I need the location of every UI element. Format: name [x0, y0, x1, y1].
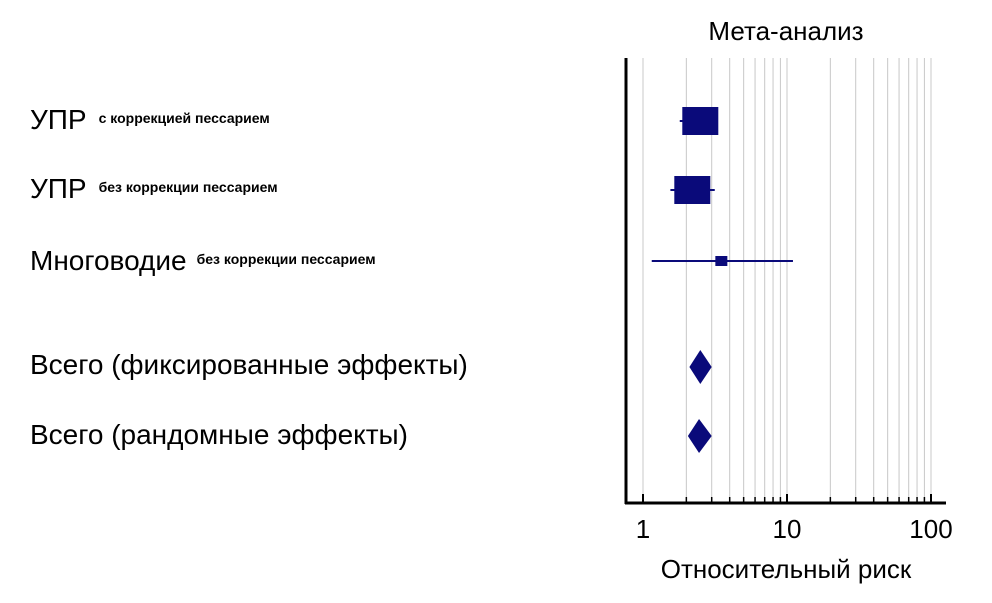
study-labels: УПР с коррекцией пессарием УПР без корре… — [30, 104, 468, 451]
study-name: Многоводие — [30, 245, 187, 276]
x-axis-label: Относительный риск — [661, 554, 912, 584]
x-axis-ticks: 1 10 100 — [636, 494, 953, 544]
study-row-label: УПР с коррекцией пессарием — [30, 104, 270, 136]
study-subgroup: без коррекции пессарием — [196, 251, 376, 267]
study-subgroup: без коррекции пессарием — [98, 179, 278, 195]
study-name: УПР — [30, 104, 87, 135]
pooled-diamond — [687, 419, 712, 453]
grid-lines — [642, 58, 932, 503]
study-row-label: УПР без коррекции пессарием — [30, 173, 278, 205]
x-tick-label: 10 — [773, 514, 802, 544]
pooled-name: Всего (фиксированные эффекты) — [30, 349, 468, 380]
axes — [624, 58, 946, 505]
chart-title: Мета-анализ — [708, 16, 863, 46]
pooled-row-label: Всего (фиксированные эффекты) — [30, 349, 468, 381]
pooled-diamond — [689, 350, 712, 384]
study-name: УПР — [30, 173, 87, 204]
point-estimate-square — [715, 256, 728, 266]
x-tick-label: 100 — [909, 514, 952, 544]
study-subgroup: с коррекцией пессарием — [98, 110, 270, 126]
point-estimate-square — [674, 176, 711, 204]
pooled-row-label: Всего (рандомные эффекты) — [30, 419, 408, 451]
point-estimate-square — [682, 107, 719, 135]
x-tick-label: 1 — [636, 514, 650, 544]
effect-markers — [651, 107, 793, 453]
study-row-label: Многоводие без коррекции пессарием — [30, 245, 376, 277]
pooled-name: Всего (рандомные эффекты) — [30, 419, 408, 450]
